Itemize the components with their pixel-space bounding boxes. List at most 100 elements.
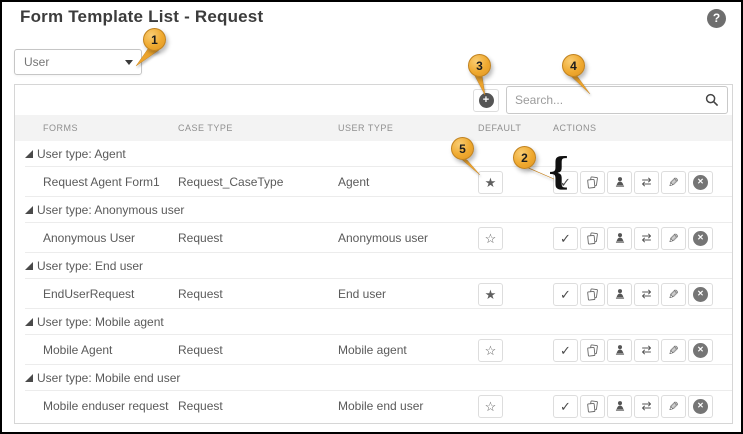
delete-button[interactable]: ✕ (688, 282, 713, 306)
copy-button[interactable] (580, 226, 605, 250)
assign-user-button[interactable] (607, 170, 632, 194)
question-icon: ? (712, 11, 721, 25)
cell-form-name: Anonymous User (43, 231, 136, 245)
cell-case-type: Request_CaseType (178, 175, 284, 189)
search-input[interactable] (515, 93, 705, 107)
page-title: Form Template List - Request (20, 7, 264, 26)
copy-button[interactable] (580, 282, 605, 306)
swap-arrows-icon: ⇄ (641, 175, 652, 189)
table-row: Request Agent Form1 Request_CaseType Age… (15, 167, 732, 197)
delete-icon: ✕ (693, 398, 708, 414)
default-star-button[interactable]: ☆ (478, 226, 503, 250)
dropdown-selected-value: User (24, 55, 50, 69)
group-row-mobile-agent[interactable]: User type: Mobile agent (15, 309, 732, 335)
cell-user-type: Agent (338, 175, 370, 189)
assign-user-button[interactable] (607, 282, 632, 306)
check-icon: ✓ (560, 174, 571, 190)
cell-case-type: Request (178, 287, 223, 301)
edit-button[interactable]: ✎ (661, 282, 686, 306)
swap-arrows-icon: ⇄ (641, 287, 652, 301)
check-icon: ✓ (560, 286, 571, 302)
table-row: EndUserRequest Request End user ★ ✓ ⇄ ✎ … (15, 279, 732, 309)
collapse-caret-icon[interactable] (25, 318, 33, 326)
delete-button[interactable]: ✕ (688, 394, 713, 418)
check-icon: ✓ (560, 398, 571, 414)
collapse-caret-icon[interactable] (25, 374, 33, 382)
col-header-actions: ACTIONS (553, 123, 597, 133)
search-icon[interactable] (705, 93, 719, 107)
add-button[interactable]: + (473, 88, 499, 112)
star-icon: ★ (484, 174, 497, 190)
default-star-button[interactable]: ☆ (478, 394, 503, 418)
cell-user-type: Mobile agent (338, 343, 407, 357)
collapse-caret-icon[interactable] (25, 150, 33, 158)
workflow-button[interactable]: ⇄ (634, 170, 659, 194)
copy-icon (587, 343, 598, 356)
copy-button[interactable] (580, 170, 605, 194)
collapse-caret-icon[interactable] (25, 206, 33, 214)
group-row-end-user[interactable]: User type: End user (15, 253, 732, 279)
validate-button[interactable]: ✓ (553, 394, 578, 418)
user-type-dropdown[interactable]: User (14, 49, 142, 75)
validate-button[interactable]: ✓ (553, 226, 578, 250)
edit-button[interactable]: ✎ (661, 394, 686, 418)
user-icon (615, 401, 624, 411)
help-button[interactable]: ? (707, 9, 726, 28)
cell-form-name: Request Agent Form1 (43, 175, 160, 189)
copy-icon (587, 287, 598, 300)
default-star-button[interactable]: ☆ (478, 338, 503, 362)
form-template-table: + FORMS CASE TYPE USER TYPE DEFAULT ACTI… (14, 84, 733, 424)
col-header-forms: FORMS (43, 123, 78, 133)
validate-button[interactable]: ✓ (553, 282, 578, 306)
workflow-button[interactable]: ⇄ (634, 338, 659, 362)
copy-button[interactable] (580, 338, 605, 362)
user-icon (615, 177, 624, 187)
cell-form-name: EndUserRequest (43, 287, 135, 301)
table-row: Mobile enduser request Request Mobile en… (15, 391, 732, 421)
workflow-button[interactable]: ⇄ (634, 394, 659, 418)
callout-badge-2: 2 (513, 146, 536, 169)
edit-button[interactable]: ✎ (661, 338, 686, 362)
group-label: User type: Agent (37, 147, 126, 161)
group-label: User type: Mobile agent (37, 315, 164, 329)
group-row-mobile-end-user[interactable]: User type: Mobile end user (15, 365, 732, 391)
callout-badge-1: 1 (143, 28, 166, 51)
user-icon (615, 233, 624, 243)
delete-button[interactable]: ✕ (688, 338, 713, 362)
edit-button[interactable]: ✎ (661, 226, 686, 250)
delete-icon: ✕ (693, 342, 708, 358)
cell-user-type: Anonymous user (338, 231, 429, 245)
assign-user-button[interactable] (607, 338, 632, 362)
star-icon: ☆ (484, 230, 497, 246)
col-header-default: DEFAULT (478, 123, 522, 133)
workflow-button[interactable]: ⇄ (634, 282, 659, 306)
validate-button[interactable]: ✓ (553, 170, 578, 194)
star-icon: ☆ (484, 398, 497, 414)
plus-icon: + (478, 92, 494, 108)
delete-icon: ✕ (693, 230, 708, 246)
copy-icon (587, 175, 598, 188)
assign-user-button[interactable] (607, 226, 632, 250)
assign-user-button[interactable] (607, 394, 632, 418)
collapse-caret-icon[interactable] (25, 262, 33, 270)
pencil-icon: ✎ (668, 174, 679, 190)
group-row-agent[interactable]: User type: Agent (15, 141, 732, 167)
swap-arrows-icon: ⇄ (641, 343, 652, 357)
swap-arrows-icon: ⇄ (641, 399, 652, 413)
default-star-button[interactable]: ★ (478, 282, 503, 306)
delete-button[interactable]: ✕ (688, 170, 713, 194)
validate-button[interactable]: ✓ (553, 338, 578, 362)
group-label: User type: Anonymous user (37, 203, 185, 217)
cell-case-type: Request (178, 231, 223, 245)
delete-button[interactable]: ✕ (688, 226, 713, 250)
pencil-icon: ✎ (668, 286, 679, 302)
copy-button[interactable] (580, 394, 605, 418)
default-star-button[interactable]: ★ (478, 170, 503, 194)
callout-badge-5: 5 (451, 137, 474, 160)
col-header-user-type: USER TYPE (338, 123, 394, 133)
workflow-button[interactable]: ⇄ (634, 226, 659, 250)
edit-button[interactable]: ✎ (661, 170, 686, 194)
group-row-anonymous-user[interactable]: User type: Anonymous user (15, 197, 732, 223)
check-icon: ✓ (560, 342, 571, 358)
